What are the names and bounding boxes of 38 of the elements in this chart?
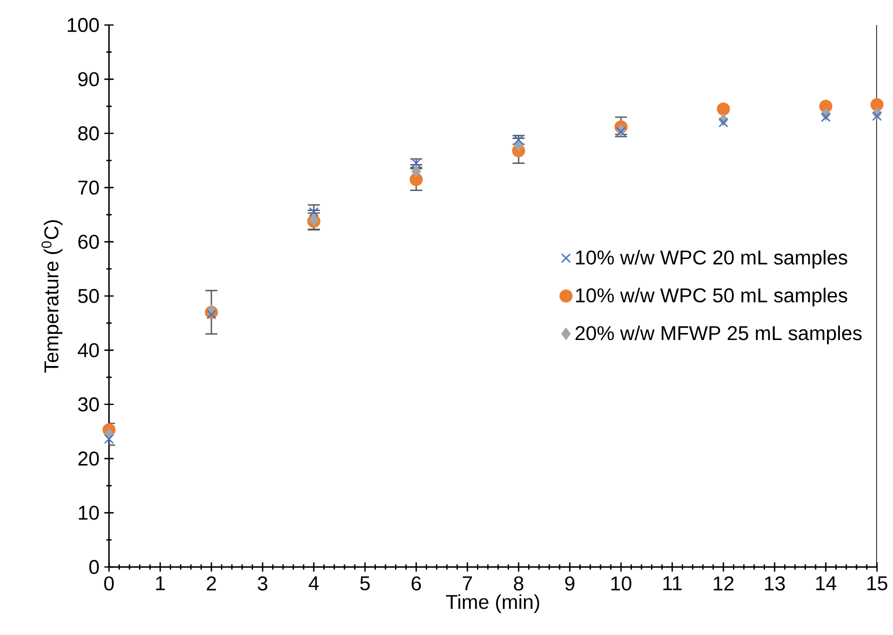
point [872,111,882,121]
x-tick-label: 2 [206,576,216,590]
y-tick-label: 60 [78,234,99,249]
point [206,310,216,320]
x-tick-label: 10 [611,576,632,591]
y-tick-label: 90 [78,72,99,86]
x-tick-label: 7 [462,576,472,590]
y-axis-title: Temperature ($^{0}$C) [42,220,62,373]
y-tick-label: 50 [78,288,99,304]
x-tick-label: 3 [258,576,268,591]
y-tick-label: 70 [78,180,99,195]
x-axis-title: Time (min) [446,594,540,613]
y-tick-label: 30 [78,397,99,412]
y-tick-label: 10 [78,506,99,520]
y-tick-label: 0 [89,560,99,574]
x-tick-label: 13 [765,576,785,591]
x-tick-label: 0 [104,576,114,591]
x-tick-label: 11 [663,576,682,590]
x-tick-label: 6 [412,576,421,591]
point [718,118,728,128]
x-tick-label: 12 [714,576,734,590]
y-tick-label: 100 [68,18,99,32]
legend-label: 10% w/w WPC 50 mL samples [576,288,848,306]
point [716,102,730,116]
x-tick-label: 5 [360,576,370,590]
point [820,112,831,122]
x-tick-label: 8 [514,576,524,591]
point [104,434,114,444]
y-tick-label: 40 [78,343,99,358]
x-tick-label: 9 [565,576,574,591]
legend-label: 20% w/w MFWP 25 mL samples [576,326,862,344]
x-tick-label: 4 [308,576,319,590]
y-tick-label: 80 [78,126,99,140]
y-tick-label: 20 [78,452,99,466]
x-tick-label: 15 [867,576,888,590]
x-tick-label: 1 [156,576,165,590]
legend-label: 10% w/w WPC 20 mL samples [576,250,848,269]
x-tick-label: 14 [816,576,836,590]
